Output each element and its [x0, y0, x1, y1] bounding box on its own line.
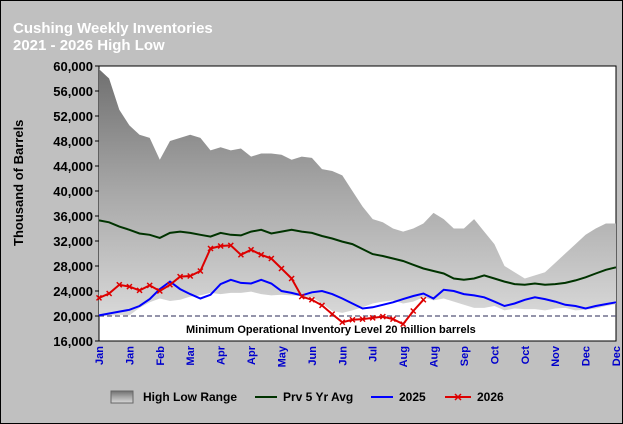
x-tick-label: Oct [520, 346, 532, 365]
point-2026 [106, 290, 113, 297]
point-2026 [187, 272, 194, 280]
y-tick-label: 24,000 [53, 284, 93, 299]
x-tick-label: Apr [246, 345, 258, 365]
point-2026 [369, 314, 376, 321]
point-2026 [389, 316, 397, 323]
point-2026 [379, 313, 386, 320]
point-2026 [400, 321, 407, 328]
x-axis-ticks: Jan Jan Feb Mar Apr Apr May Jun Jun Jul Aug Aug Sep O… [94, 345, 622, 367]
y-tick-label: 28,000 [53, 259, 93, 274]
min-level-annotation: Minimum Operational Inventory Level 20 m… [186, 324, 476, 336]
point-2026 [95, 294, 103, 301]
chart-title-line-1: Cushing Weekly Inventories [13, 20, 213, 37]
point-2026 [278, 265, 285, 272]
point-2026 [217, 242, 224, 250]
point-2026 [146, 282, 153, 289]
legend-label-range: High Low Range [143, 390, 237, 404]
point-2026 [288, 275, 295, 282]
x-tick-label: Jan [124, 346, 136, 365]
series-lines-layer [95, 219, 617, 328]
point-2026 [359, 316, 366, 323]
high-low-range-band [99, 69, 616, 316]
y-tick-label: 20,000 [53, 309, 93, 324]
x-tick-label: Jun [307, 346, 319, 366]
y-tick-label: 32,000 [53, 234, 93, 249]
point-2026 [410, 307, 417, 315]
point-2026 [136, 287, 143, 294]
x-tick-label: Apr [216, 345, 228, 365]
point-2026 [237, 251, 244, 258]
point-2026 [318, 302, 326, 309]
y-tick-label: 52,000 [53, 109, 93, 124]
point-2026 [207, 245, 214, 252]
y-axis-label: Thousand of Barrels [11, 120, 26, 246]
x-tick-label: Jan [94, 346, 106, 365]
point-2026 [329, 311, 336, 318]
point-2026 [298, 293, 305, 300]
x-tick-label: Oct [489, 346, 501, 365]
point-2026 [339, 319, 346, 326]
series-line-prv-5-yr-avg [98, 219, 617, 286]
x-tick-label: Feb [155, 346, 167, 366]
y-tick-label: 16,000 [53, 334, 93, 349]
x-tick-label: Jul [368, 346, 380, 362]
y-tick-label: 60,000 [53, 59, 93, 74]
point-2026 [420, 296, 427, 303]
point-2026 [308, 296, 315, 303]
point-2026 [349, 316, 356, 323]
legend-label-avg: Prv 5 Yr Avg [283, 390, 353, 404]
x-tick-label: Dec [581, 346, 593, 366]
point-2026 [258, 251, 265, 258]
x-tick-label: Aug [398, 346, 410, 367]
point-2026 [227, 242, 234, 249]
y-tick-label: 44,000 [53, 159, 93, 174]
x-tick-label: Mar [185, 345, 197, 365]
x-tick-label: Jun [337, 346, 349, 366]
point-2026 [248, 246, 255, 253]
legend-swatch-range [110, 390, 134, 404]
y-tick-label: 40,000 [53, 184, 93, 199]
y-tick-label: 56,000 [53, 84, 93, 99]
point-2026 [116, 281, 123, 288]
y-axis-ticks: 60,000 56,000 52,000 48,000 44,000 40,000 36,0… [53, 59, 99, 349]
y-tick-label: 48,000 [53, 134, 93, 149]
y-tick-label: 36,000 [53, 209, 93, 224]
legend-label-2025: 2025 [399, 390, 426, 404]
x-tick-label: May [276, 345, 288, 367]
point-2026 [197, 267, 204, 275]
series-line-2025 [98, 278, 617, 317]
high-low-range-layer [99, 69, 616, 316]
legend-label-2026: 2026 [477, 390, 504, 404]
x-tick-label: Nov [550, 345, 562, 367]
chart-title-line-2: 2021 - 2026 High Low [13, 37, 165, 54]
legend: High Low Range Prv 5 Yr Avg 2025 2026 [110, 390, 504, 404]
point-2026 [126, 283, 133, 290]
x-tick-label: Sep [459, 346, 471, 366]
point-2026 [166, 281, 173, 288]
point-2026 [156, 287, 163, 295]
point-2026 [177, 273, 184, 280]
point-2026 [268, 255, 275, 262]
x-tick-label: Dec [611, 346, 622, 366]
x-tick-label: Aug [429, 346, 441, 367]
legend-marker-2026 [454, 393, 462, 401]
